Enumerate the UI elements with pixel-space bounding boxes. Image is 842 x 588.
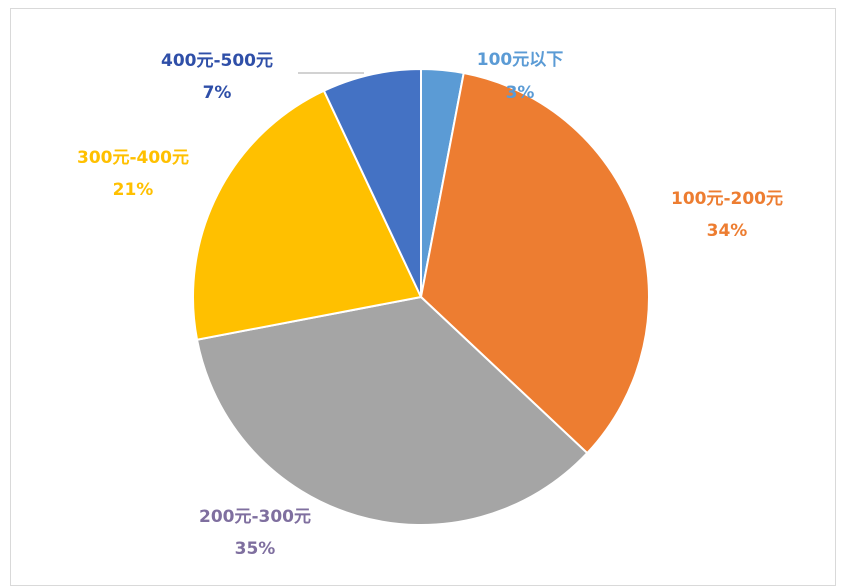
- slice-label-100-200: 100元-200元: [671, 189, 783, 209]
- pie-slice-300-400: [192, 89, 423, 341]
- slice-label-300-400: 300元-400元: [77, 148, 189, 168]
- slice-value-label-200-300: 35%: [235, 539, 276, 559]
- slice-value-label-300-400: 21%: [113, 180, 154, 200]
- slice-label-200-300: 200元-300元: [199, 507, 311, 527]
- pie-slice-100-200: [419, 71, 650, 455]
- pie-slice-200-300: [195, 295, 589, 526]
- slice-label-400-500: 400元-500元: [161, 51, 273, 71]
- slice-label-under-100: 100元以下: [477, 50, 564, 70]
- slice-value-label-100-200: 34%: [707, 221, 748, 241]
- slice-value-label-under-100: 3%: [506, 83, 535, 103]
- pie-slice-400-500: [322, 67, 422, 298]
- slice-value-label-400-500: 7%: [203, 83, 232, 103]
